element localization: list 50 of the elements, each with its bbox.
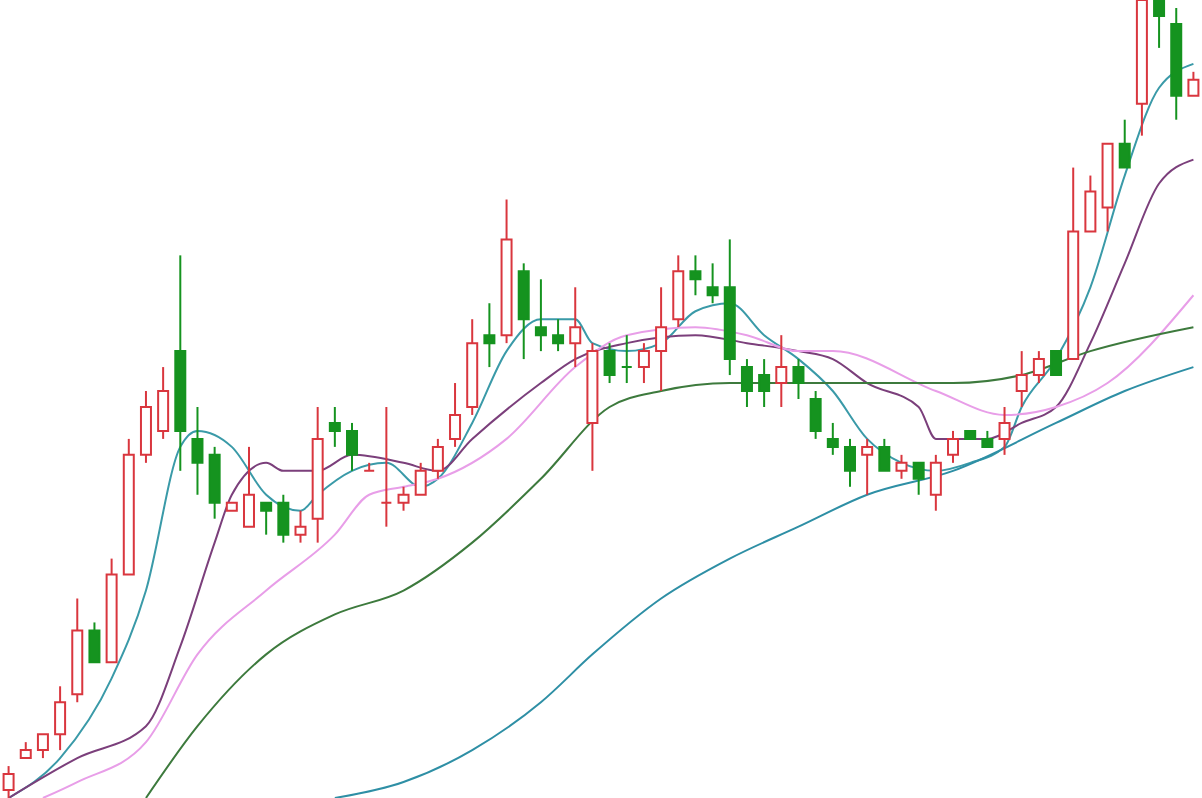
candlestick xyxy=(157,366,170,440)
candlestick xyxy=(242,445,255,528)
candlestick xyxy=(346,421,359,472)
candlestick xyxy=(861,437,874,496)
candlestick xyxy=(947,429,960,464)
candlestick xyxy=(449,382,462,448)
candlestick xyxy=(895,453,908,480)
candlestick xyxy=(637,342,650,385)
candlestick xyxy=(191,405,204,496)
candlestick xyxy=(414,461,427,496)
candlestick xyxy=(929,453,942,512)
candlestick xyxy=(36,733,49,760)
candlestick xyxy=(1015,350,1028,408)
candlestick xyxy=(569,286,582,369)
candlestick xyxy=(139,390,152,464)
candlestick xyxy=(483,302,496,369)
candlestick xyxy=(878,437,891,472)
candlestick xyxy=(1118,118,1131,169)
candlestick xyxy=(1050,350,1063,377)
candlestick xyxy=(689,254,702,297)
candlestick xyxy=(1032,350,1045,385)
candlestick xyxy=(277,493,290,544)
candlestick xyxy=(758,358,771,408)
candlestick xyxy=(792,358,805,400)
candlestick xyxy=(603,342,616,385)
candlestick xyxy=(809,390,822,440)
candlestick xyxy=(655,286,668,393)
candlestick xyxy=(380,405,393,528)
candlestick xyxy=(54,685,67,752)
candlestick xyxy=(620,334,633,385)
candlestick xyxy=(826,421,839,456)
candlestick xyxy=(328,405,341,448)
candlestick xyxy=(775,334,788,408)
candlestick xyxy=(517,262,530,361)
candlestick xyxy=(672,254,685,329)
candlestick xyxy=(88,621,101,664)
candlestick xyxy=(260,501,273,536)
candlestick xyxy=(1084,174,1097,233)
candlestick xyxy=(208,445,221,520)
candlestick xyxy=(534,278,547,353)
candlestick xyxy=(998,405,1011,456)
candlestick xyxy=(397,485,410,512)
candlestick xyxy=(552,318,565,353)
candlestick xyxy=(706,262,719,305)
candlestick xyxy=(294,509,307,544)
candlestick xyxy=(431,437,444,480)
candlestick xyxy=(912,461,925,496)
candlestick xyxy=(740,358,753,408)
candlestick xyxy=(1153,0,1166,49)
candlestick xyxy=(843,437,856,488)
